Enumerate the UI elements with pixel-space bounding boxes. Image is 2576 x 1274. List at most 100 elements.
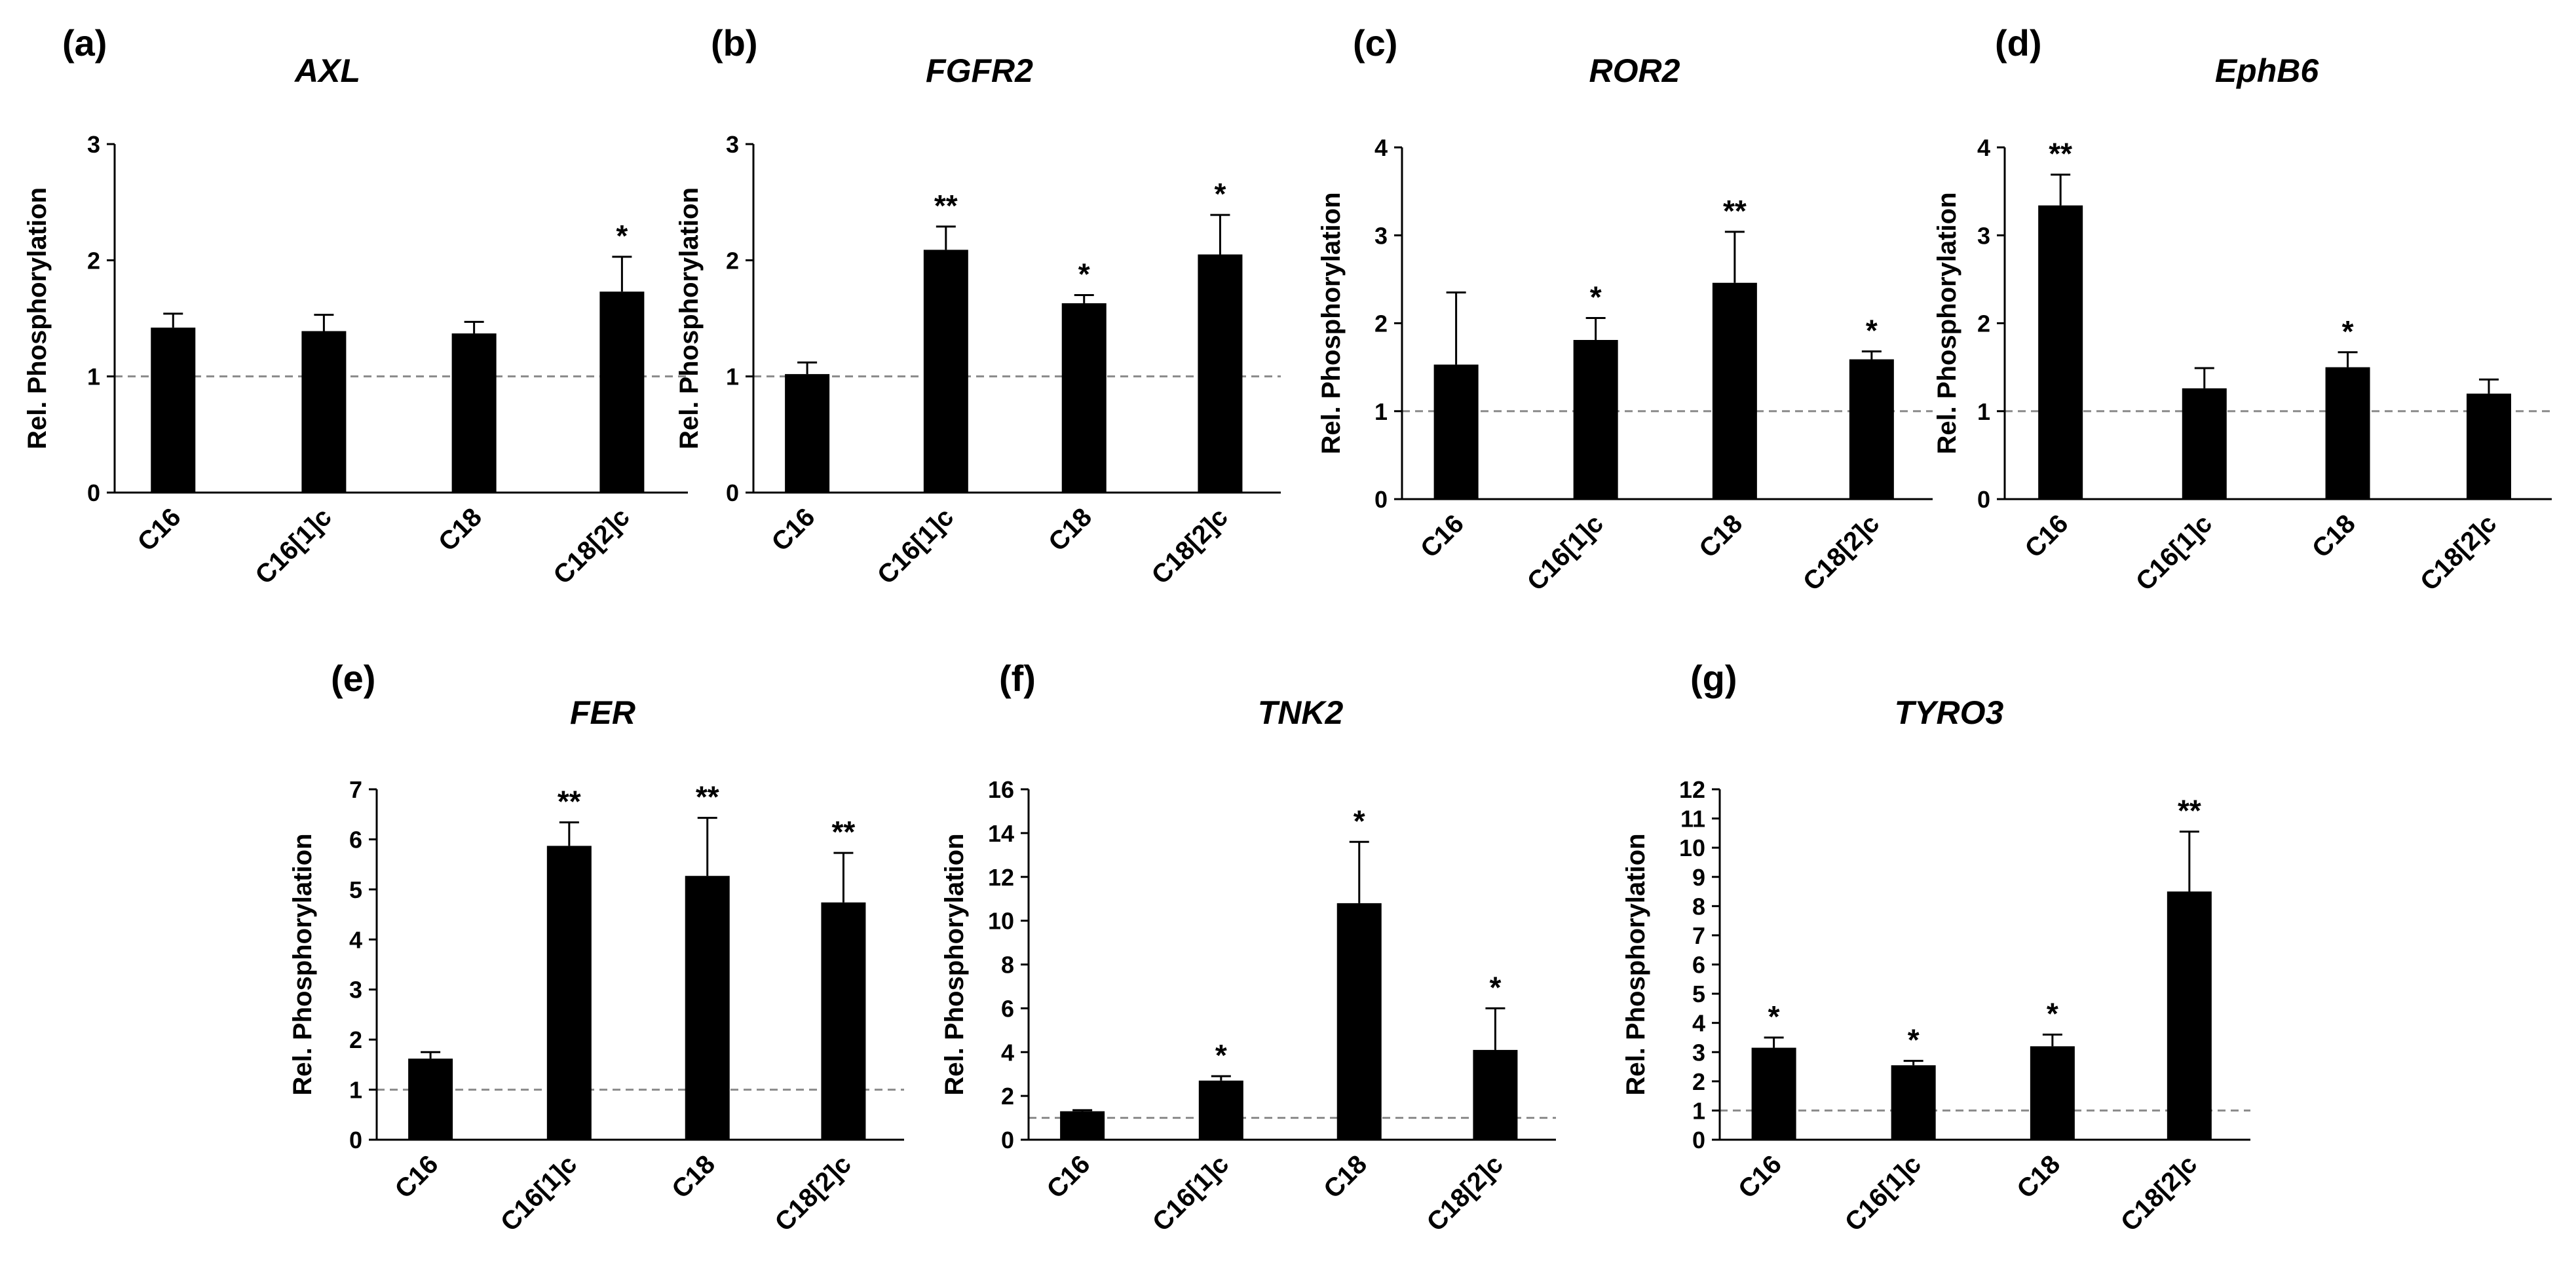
chart-panel-axl: (a) AXL Rel. Phosphorylation 0 1 2 3 C16 C16[1]c… bbox=[23, 22, 688, 590]
y-tick-label: 11 bbox=[1680, 806, 1705, 833]
y-tick-label: 1 bbox=[349, 1077, 362, 1104]
chart-title: FER bbox=[570, 694, 635, 731]
y-tick-label: 2 bbox=[1977, 310, 1990, 337]
bar-c16 bbox=[1060, 1111, 1105, 1140]
x-tick-label: C18[2]c bbox=[1798, 509, 1885, 596]
y-tick-label: 1 bbox=[1692, 1097, 1705, 1124]
x-tick-label: C18 bbox=[1043, 502, 1097, 557]
bar-c16 bbox=[1433, 364, 1479, 499]
y-tick-label: 0 bbox=[87, 479, 100, 506]
bar-c182c bbox=[2167, 891, 2212, 1140]
x-tick-label: C18 bbox=[2307, 509, 2361, 563]
y-tick-label: 12 bbox=[1679, 776, 1705, 803]
bar-c16 bbox=[785, 374, 830, 493]
x-tick-label: C16[1]c bbox=[250, 502, 337, 590]
bar-c18 bbox=[1336, 903, 1382, 1140]
y-tick-label: 3 bbox=[1374, 222, 1388, 249]
y-tick-label: 6 bbox=[349, 826, 362, 853]
panel-letter: (d) bbox=[1995, 22, 2042, 64]
y-tick-label: 2 bbox=[87, 247, 100, 274]
y-tick-label: 0 bbox=[349, 1127, 362, 1153]
x-tick-label: C18[2]c bbox=[2415, 509, 2502, 596]
y-tick-label: 8 bbox=[1692, 893, 1705, 920]
y-tick-label: 4 bbox=[349, 926, 362, 953]
bar-c161c bbox=[1198, 1080, 1243, 1140]
x-tick-label: C18[2]c bbox=[769, 1150, 856, 1237]
x-tick-label: C18 bbox=[2011, 1150, 2066, 1204]
bar-c161c bbox=[301, 331, 347, 493]
chart-title: ROR2 bbox=[1589, 52, 1680, 89]
y-tick-label: 2 bbox=[1374, 310, 1388, 337]
bar-c182c bbox=[599, 291, 645, 493]
x-tick-label: C16 bbox=[1733, 1150, 1787, 1204]
x-tick-label: C16[1]c bbox=[495, 1150, 582, 1237]
y-tick-label: 0 bbox=[1374, 486, 1388, 513]
y-tick-label: 5 bbox=[1692, 981, 1705, 1007]
y-tick-label: 6 bbox=[1001, 995, 1014, 1022]
chart-title: EphB6 bbox=[2215, 52, 2320, 89]
y-tick-label: 4 bbox=[1374, 134, 1388, 161]
significance-marker: * bbox=[2342, 314, 2354, 348]
x-tick-label: C18 bbox=[1694, 509, 1748, 563]
y-tick-label: 7 bbox=[1692, 922, 1705, 949]
y-tick-label: 14 bbox=[988, 820, 1014, 847]
x-tick-label: C18 bbox=[666, 1150, 721, 1204]
x-tick-label: C18 bbox=[433, 502, 487, 557]
chart-panel-fer: (e) FER Rel. Phosphorylation 0 1 2 3 4 5 6 7 C16 ** C… bbox=[288, 658, 904, 1237]
y-axis-label: Rel. Phosphorylation bbox=[675, 187, 704, 449]
chart-title: AXL bbox=[294, 52, 360, 89]
y-axis-label: Rel. Phosphorylation bbox=[1933, 192, 1961, 454]
x-tick-label: C16[1]c bbox=[1522, 509, 1609, 596]
significance-marker: ** bbox=[696, 780, 719, 814]
y-tick-label: 3 bbox=[726, 131, 739, 158]
significance-marker: * bbox=[2047, 997, 2058, 1031]
x-tick-label: C16 bbox=[1041, 1150, 1095, 1204]
y-tick-label: 10 bbox=[1679, 834, 1705, 861]
y-tick-label: 3 bbox=[1977, 222, 1990, 249]
y-tick-label: 3 bbox=[87, 131, 100, 158]
y-tick-label: 2 bbox=[1001, 1083, 1014, 1110]
panel-letter: (b) bbox=[711, 22, 758, 64]
y-axis-label: Rel. Phosphorylation bbox=[1621, 833, 1650, 1095]
bar-c18 bbox=[451, 333, 497, 493]
bar-c16 bbox=[408, 1059, 453, 1140]
significance-marker: * bbox=[1866, 313, 1878, 347]
x-tick-label: C16 bbox=[2020, 509, 2074, 563]
y-tick-label: 9 bbox=[1692, 864, 1705, 891]
bar-c161c bbox=[923, 250, 968, 493]
y-axis-label: Rel. Phosphorylation bbox=[1317, 192, 1346, 454]
x-tick-label: C18[2]c bbox=[2115, 1150, 2203, 1237]
significance-marker: * bbox=[1489, 970, 1501, 1004]
panel-letter: (a) bbox=[62, 22, 107, 64]
y-tick-label: 4 bbox=[1692, 1010, 1705, 1037]
y-tick-label: 16 bbox=[988, 776, 1014, 803]
bar-c16 bbox=[151, 328, 196, 493]
y-tick-label: 1 bbox=[1374, 398, 1388, 425]
significance-marker: * bbox=[1215, 1038, 1227, 1072]
y-tick-label: 0 bbox=[1001, 1127, 1014, 1153]
panel-letter: (f) bbox=[999, 658, 1036, 699]
y-tick-label: 0 bbox=[1692, 1127, 1705, 1153]
significance-marker: ** bbox=[1723, 194, 1747, 228]
significance-marker: ** bbox=[2178, 794, 2201, 828]
chart-title: TNK2 bbox=[1258, 694, 1344, 731]
y-tick-label: 6 bbox=[1692, 952, 1705, 979]
x-tick-label: C18[2]c bbox=[1146, 502, 1233, 590]
significance-marker: * bbox=[616, 219, 628, 253]
y-tick-label: 1 bbox=[726, 364, 739, 390]
y-axis-label: Rel. Phosphorylation bbox=[23, 187, 52, 449]
y-tick-label: 4 bbox=[1977, 134, 1990, 161]
y-tick-label: 1 bbox=[1977, 398, 1990, 425]
x-tick-label: C16 bbox=[389, 1150, 444, 1204]
bar-c182c bbox=[2466, 393, 2511, 499]
chart-panel-ephb6: (d) EphB6 Rel. Phosphorylation 0 1 2 3 4 ** C16 C1… bbox=[1933, 22, 2552, 597]
panel-letter: (g) bbox=[1690, 658, 1737, 699]
significance-marker: ** bbox=[558, 784, 581, 818]
significance-marker: * bbox=[1908, 1023, 1920, 1057]
y-tick-label: 2 bbox=[726, 247, 739, 274]
x-tick-label: C18[2]c bbox=[1421, 1150, 1508, 1237]
bar-c161c bbox=[546, 846, 592, 1140]
bar-c18 bbox=[1712, 282, 1757, 499]
bar-c18 bbox=[1061, 303, 1107, 493]
